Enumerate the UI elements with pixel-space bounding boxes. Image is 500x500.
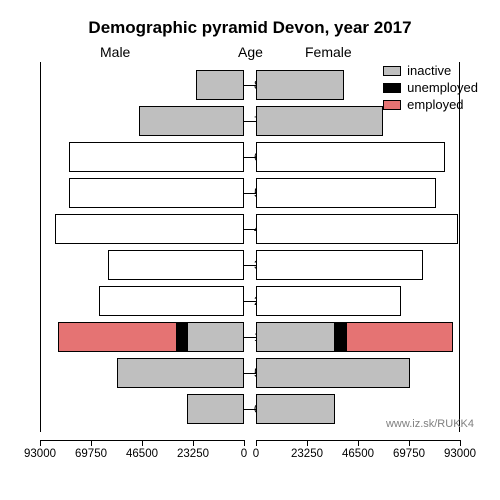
x-tick: [460, 440, 461, 446]
bar-male-inactive: [196, 70, 244, 100]
bar-female-inactive: [256, 70, 344, 100]
male-label: Male: [100, 44, 130, 60]
x-tick-label: 93000: [24, 448, 56, 460]
x-tick-label: 46500: [342, 448, 374, 460]
bar-female-empty: [256, 142, 445, 172]
x-tick: [40, 440, 41, 446]
x-tick-label: 23250: [177, 448, 209, 460]
x-tick: [91, 440, 92, 446]
x-tick: [409, 440, 410, 446]
bar-male-employed: [58, 322, 178, 352]
bar-male-empty: [55, 214, 244, 244]
x-tick: [244, 440, 245, 446]
plot-area: 857565554535251550: [40, 62, 460, 432]
bar-male-empty: [69, 142, 244, 172]
x-axis-male: 023250465006975093000: [40, 440, 244, 470]
bar-male-empty: [69, 178, 244, 208]
bar-male-empty: [108, 250, 244, 280]
x-tick-label: 0: [241, 448, 247, 460]
x-tick: [142, 440, 143, 446]
bar-male-empty: [99, 286, 244, 316]
demographic-pyramid-chart: Demographic pyramid Devon, year 2017 Mal…: [0, 0, 500, 500]
bar-female-inactive: [256, 358, 410, 388]
x-tick: [307, 440, 308, 446]
bar-female-inactive: [256, 106, 383, 136]
bar-female-empty: [256, 286, 401, 316]
bar-female-employed: [346, 322, 453, 352]
bar-female-inactive: [256, 322, 335, 352]
x-tick-label: 69750: [393, 448, 425, 460]
x-tick-label: 23250: [291, 448, 323, 460]
x-tick: [193, 440, 194, 446]
bar-male-inactive: [187, 322, 244, 352]
x-tick: [358, 440, 359, 446]
age-label: Age: [238, 44, 263, 60]
x-tick: [256, 440, 257, 446]
bar-male-unemployed: [177, 322, 187, 352]
bar-male-inactive: [139, 106, 244, 136]
x-tick-label: 0: [253, 448, 259, 460]
chart-title: Demographic pyramid Devon, year 2017: [0, 18, 500, 38]
bar-male-inactive: [117, 358, 244, 388]
bar-female-unemployed: [335, 322, 346, 352]
x-axis-female: 023250465006975093000: [256, 440, 460, 470]
watermark: www.iz.sk/RUKK4: [386, 418, 474, 430]
bar-female-empty: [256, 214, 458, 244]
x-tick-label: 93000: [444, 448, 476, 460]
bar-female-empty: [256, 178, 436, 208]
female-label: Female: [305, 44, 352, 60]
x-tick-label: 46500: [126, 448, 158, 460]
bar-male-inactive: [187, 394, 244, 424]
x-tick-label: 69750: [75, 448, 107, 460]
bar-female-inactive: [256, 394, 335, 424]
bar-female-empty: [256, 250, 423, 280]
